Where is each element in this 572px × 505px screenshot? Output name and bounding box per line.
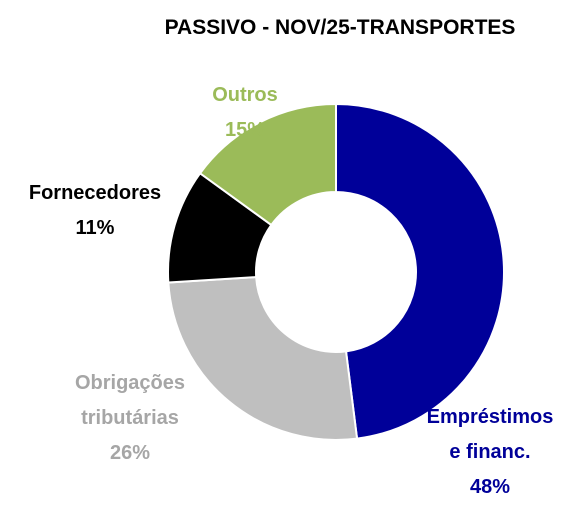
- slice-label: Obrigações tributárias 26%: [60, 366, 200, 471]
- category-label: Fornecedores: [28, 182, 162, 204]
- category-label: Obrigações tributárias: [74, 372, 186, 429]
- donut-slice: [167, 275, 359, 441]
- slice-label: Outros 15%: [170, 78, 320, 148]
- chart-title: PASSIVO - NOV/25-TRANSPORTES: [164, 16, 516, 39]
- slice-label: Empréstimos e financ. 48%: [420, 400, 560, 505]
- donut-slice: [335, 102, 505, 440]
- value-label: 48%: [469, 476, 511, 498]
- category-label: Outros: [212, 84, 278, 106]
- donut-slice: [198, 102, 337, 227]
- slice-label: Fornecedores 11%: [20, 176, 170, 246]
- value-label: 26%: [109, 442, 151, 464]
- value-label: 15%: [224, 119, 266, 141]
- category-label: Empréstimos e financ.: [426, 406, 554, 463]
- value-label: 11%: [75, 217, 115, 239]
